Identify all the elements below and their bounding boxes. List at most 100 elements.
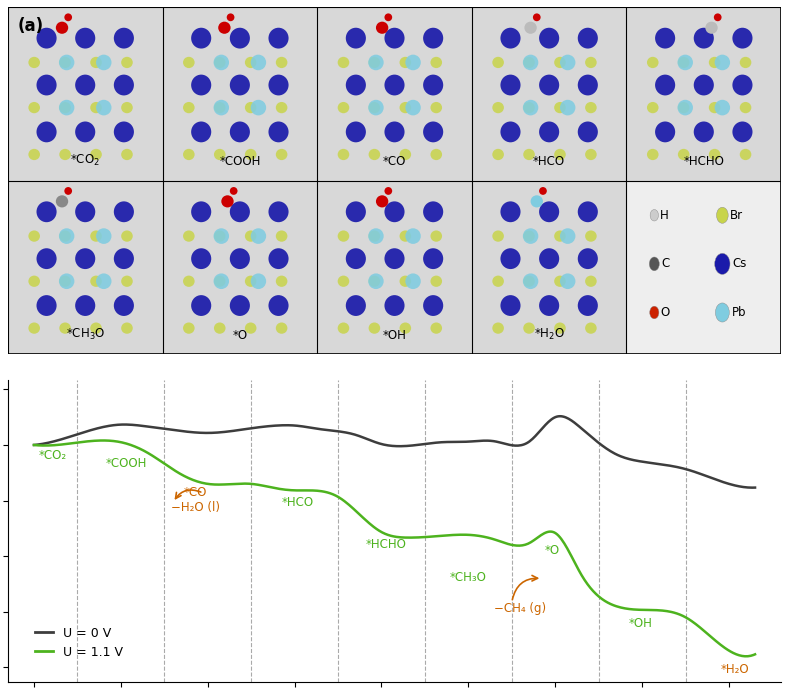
Ellipse shape — [384, 248, 405, 269]
Ellipse shape — [694, 121, 714, 143]
Ellipse shape — [523, 228, 538, 244]
Ellipse shape — [346, 248, 366, 269]
Ellipse shape — [191, 295, 211, 316]
Ellipse shape — [539, 248, 559, 269]
Ellipse shape — [523, 100, 538, 116]
Ellipse shape — [230, 187, 237, 195]
Ellipse shape — [230, 295, 250, 316]
Ellipse shape — [214, 100, 229, 116]
Ellipse shape — [539, 74, 559, 96]
Ellipse shape — [399, 149, 411, 160]
Ellipse shape — [678, 102, 690, 113]
Ellipse shape — [500, 295, 521, 316]
Ellipse shape — [59, 100, 74, 116]
Ellipse shape — [523, 149, 535, 160]
Ellipse shape — [423, 28, 443, 48]
Ellipse shape — [740, 102, 751, 113]
Ellipse shape — [276, 56, 287, 68]
Ellipse shape — [715, 54, 730, 70]
Ellipse shape — [268, 201, 289, 222]
Ellipse shape — [183, 149, 195, 160]
Ellipse shape — [384, 187, 392, 195]
Ellipse shape — [368, 149, 380, 160]
Bar — [626, 181, 781, 354]
Ellipse shape — [376, 21, 388, 34]
Ellipse shape — [90, 102, 102, 113]
Ellipse shape — [655, 121, 675, 143]
Ellipse shape — [59, 322, 71, 333]
Ellipse shape — [245, 276, 256, 287]
Ellipse shape — [431, 230, 442, 242]
Ellipse shape — [368, 54, 383, 70]
Text: Br: Br — [730, 209, 743, 222]
Ellipse shape — [276, 322, 287, 333]
Ellipse shape — [75, 295, 95, 316]
Ellipse shape — [214, 56, 226, 68]
Ellipse shape — [525, 21, 537, 34]
Ellipse shape — [649, 257, 660, 271]
Ellipse shape — [114, 28, 134, 48]
Ellipse shape — [96, 228, 111, 244]
Ellipse shape — [492, 276, 504, 287]
Ellipse shape — [554, 276, 566, 287]
Ellipse shape — [368, 274, 383, 289]
Text: H: H — [660, 209, 668, 222]
Ellipse shape — [384, 295, 405, 316]
Bar — [472, 7, 626, 181]
Ellipse shape — [214, 274, 229, 289]
Ellipse shape — [368, 102, 380, 113]
Ellipse shape — [709, 102, 720, 113]
Ellipse shape — [346, 28, 366, 48]
Text: (a): (a) — [17, 17, 43, 35]
Ellipse shape — [36, 248, 57, 269]
Bar — [163, 7, 317, 181]
Ellipse shape — [56, 195, 68, 207]
Ellipse shape — [431, 149, 442, 160]
Ellipse shape — [406, 100, 421, 116]
Ellipse shape — [399, 276, 411, 287]
Text: *HCO: *HCO — [533, 156, 565, 168]
Ellipse shape — [585, 56, 596, 68]
Ellipse shape — [655, 28, 675, 48]
Ellipse shape — [90, 322, 102, 333]
Ellipse shape — [578, 28, 598, 48]
Ellipse shape — [647, 102, 659, 113]
Ellipse shape — [539, 201, 559, 222]
Ellipse shape — [539, 121, 559, 143]
Ellipse shape — [338, 276, 350, 287]
Ellipse shape — [36, 74, 57, 96]
Ellipse shape — [65, 187, 72, 195]
Ellipse shape — [75, 121, 95, 143]
Ellipse shape — [114, 295, 134, 316]
Ellipse shape — [268, 28, 289, 48]
Ellipse shape — [647, 56, 659, 68]
Ellipse shape — [678, 54, 693, 70]
Ellipse shape — [740, 56, 751, 68]
Ellipse shape — [230, 74, 250, 96]
Ellipse shape — [399, 56, 411, 68]
Ellipse shape — [655, 74, 675, 96]
Ellipse shape — [59, 274, 74, 289]
Ellipse shape — [492, 102, 504, 113]
Bar — [317, 7, 472, 181]
Ellipse shape — [28, 102, 40, 113]
Text: Pb: Pb — [731, 306, 746, 319]
Ellipse shape — [368, 322, 380, 333]
Ellipse shape — [560, 54, 575, 70]
Ellipse shape — [75, 74, 95, 96]
Ellipse shape — [245, 230, 256, 242]
Ellipse shape — [384, 121, 405, 143]
Ellipse shape — [732, 74, 753, 96]
Ellipse shape — [578, 201, 598, 222]
Text: *CO: *CO — [183, 486, 207, 499]
Ellipse shape — [694, 74, 714, 96]
Text: *O: *O — [544, 544, 560, 557]
Ellipse shape — [523, 322, 535, 333]
Ellipse shape — [523, 230, 535, 242]
Ellipse shape — [368, 276, 380, 287]
Ellipse shape — [431, 56, 442, 68]
Text: *HCO: *HCO — [282, 496, 314, 509]
Ellipse shape — [59, 149, 71, 160]
Ellipse shape — [346, 295, 366, 316]
Ellipse shape — [183, 56, 195, 68]
